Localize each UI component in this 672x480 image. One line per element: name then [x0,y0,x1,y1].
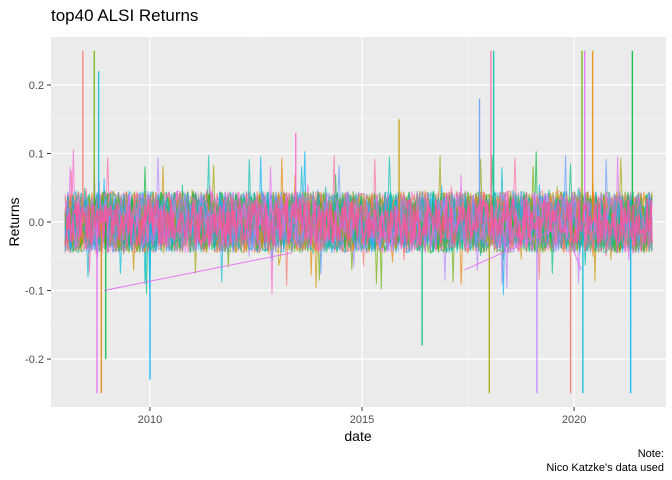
chart-title: top40 ALSI Returns [51,6,198,25]
y-tick-label: 0.1 [29,148,44,160]
connector-line [464,224,564,271]
caption-source: Nico Katzke's data used [546,462,664,474]
connector-line [563,225,582,271]
series-layer [64,50,653,394]
x-tick-label: 2010 [138,414,162,426]
x-axis-title: date [344,428,371,444]
x-axis: 2010 2015 2020 [138,407,586,426]
y-axis-title: Returns [6,197,22,246]
series-top-line [64,197,653,247]
y-tick-label: -0.1 [25,286,44,298]
y-axis: -0.2 -0.1 0.0 0.1 0.2 [25,80,51,366]
x-tick-label: 2015 [350,414,374,426]
x-tick-label: 2020 [562,414,586,426]
y-tick-label: 0.0 [29,217,44,229]
connector-line [103,252,292,292]
caption-note: Note: [638,448,664,460]
y-tick-label: -0.2 [25,354,44,366]
y-tick-label: 0.2 [29,80,44,92]
